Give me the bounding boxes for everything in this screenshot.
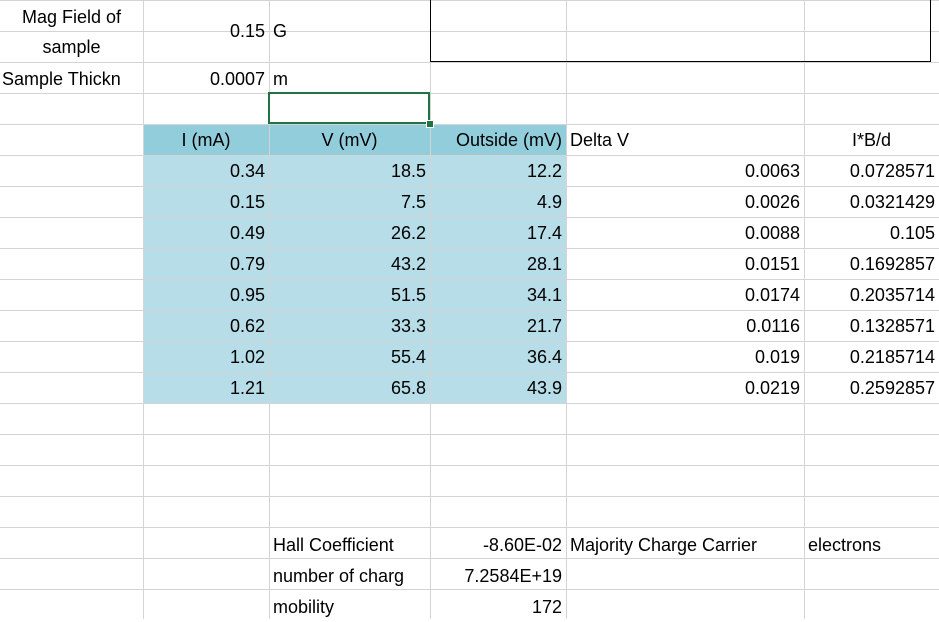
- gridline: [0, 217, 939, 218]
- number-of-carriers-value[interactable]: 7.2584E+19: [464, 566, 562, 586]
- gridline: [566, 0, 567, 619]
- cell-ibd[interactable]: 0.1328571: [849, 316, 935, 336]
- gridline: [0, 558, 939, 559]
- cell-delta-v[interactable]: 0.0151: [744, 254, 800, 274]
- cell-current[interactable]: 0.15: [229, 192, 265, 212]
- thickness-label[interactable]: Sample Thickn: [2, 69, 121, 89]
- fill-handle[interactable]: [426, 120, 434, 128]
- gridline: [143, 0, 144, 619]
- mobility-label[interactable]: mobility: [273, 597, 335, 617]
- gridline: [0, 465, 939, 466]
- cell-current[interactable]: 1.21: [229, 378, 265, 398]
- cell-outside[interactable]: 21.7: [526, 316, 562, 336]
- gridline: [0, 279, 939, 280]
- cell-current[interactable]: 1.02: [229, 347, 265, 367]
- gridline: [0, 434, 939, 435]
- gridline: [0, 0, 939, 1]
- header-current[interactable]: I (mA): [181, 130, 231, 150]
- cell-outside[interactable]: 43.9: [526, 378, 562, 398]
- cell-voltage[interactable]: 65.8: [390, 378, 426, 398]
- gridline: [0, 372, 939, 373]
- cell-ibd[interactable]: 0.2035714: [849, 285, 935, 305]
- cell-delta-v[interactable]: 0.0026: [744, 192, 800, 212]
- cell-ibd[interactable]: 0.2185714: [849, 347, 935, 367]
- hall-coefficient-label[interactable]: Hall Coefficient: [273, 535, 394, 555]
- cell-outside[interactable]: 36.4: [526, 347, 562, 367]
- mag-field-unit[interactable]: G: [273, 21, 288, 41]
- header-outside[interactable]: Outside (mV): [455, 130, 562, 150]
- gridline: [0, 341, 939, 342]
- cell-voltage[interactable]: 55.4: [390, 347, 426, 367]
- gridline: [0, 124, 939, 125]
- cell-outside[interactable]: 4.9: [536, 192, 562, 212]
- gridline: [430, 0, 431, 619]
- cell-voltage[interactable]: 51.5: [390, 285, 426, 305]
- cell-outside[interactable]: 17.4: [526, 223, 562, 243]
- header-voltage[interactable]: V (mV): [321, 130, 378, 150]
- gridline: [0, 186, 939, 187]
- cell-delta-v[interactable]: 0.0116: [746, 316, 800, 336]
- cell-current[interactable]: 0.49: [229, 223, 265, 243]
- thickness-value[interactable]: 0.0007: [209, 69, 265, 89]
- header-delta-v[interactable]: Delta V: [570, 130, 630, 150]
- cell-voltage[interactable]: 7.5: [400, 192, 426, 212]
- active-cell-selection[interactable]: [268, 92, 430, 124]
- cell-delta-v[interactable]: 0.0219: [744, 378, 800, 398]
- number-of-carriers-label[interactable]: number of charg: [273, 566, 405, 586]
- cell-voltage[interactable]: 33.3: [390, 316, 426, 336]
- cell-delta-v[interactable]: 0.0063: [744, 161, 800, 181]
- gridline: [0, 496, 939, 497]
- gridline: [0, 589, 939, 590]
- cell-outside[interactable]: 34.1: [526, 285, 562, 305]
- gridline: [804, 0, 805, 619]
- gridline: [0, 527, 939, 528]
- gridline: [0, 62, 939, 63]
- gridline: [0, 310, 939, 311]
- cell-ibd[interactable]: 0.2592857: [849, 378, 935, 398]
- cell-delta-v[interactable]: 0.019: [754, 347, 800, 367]
- cell-ibd[interactable]: 0.0321429: [849, 192, 935, 212]
- cell-current[interactable]: 0.95: [229, 285, 265, 305]
- hall-coefficient-value[interactable]: -8.60E-02: [482, 535, 562, 555]
- cell-current[interactable]: 0.34: [229, 161, 265, 181]
- cell-ibd[interactable]: 0.0728571: [849, 161, 935, 181]
- mobility-value[interactable]: 172: [531, 597, 562, 617]
- cell-delta-v[interactable]: 0.0174: [744, 285, 800, 305]
- majority-carrier-label[interactable]: Majority Charge Carrier: [570, 535, 758, 555]
- header-ibd[interactable]: I*B/d: [851, 130, 892, 150]
- gridline: [0, 31, 939, 32]
- cell-current[interactable]: 0.79: [229, 254, 265, 274]
- gridline: [0, 155, 939, 156]
- data-fill: [143, 156, 566, 404]
- gridline: [0, 93, 939, 94]
- gridline: [0, 403, 939, 404]
- thickness-unit[interactable]: m: [273, 69, 288, 89]
- cell-outside[interactable]: 28.1: [526, 254, 562, 274]
- cell-voltage[interactable]: 18.5: [390, 161, 426, 181]
- gridline: [269, 0, 270, 619]
- mag-field-label[interactable]: Mag Field of sample: [21, 7, 122, 57]
- header-fill: [143, 125, 566, 156]
- gridline: [0, 248, 939, 249]
- cell-ibd[interactable]: 0.105: [889, 223, 935, 243]
- majority-carrier-value[interactable]: electrons: [808, 535, 882, 555]
- cell-outside[interactable]: 12.2: [526, 161, 562, 181]
- cell-voltage[interactable]: 43.2: [390, 254, 426, 274]
- mag-field-value[interactable]: 0.15: [229, 21, 265, 41]
- cell-delta-v[interactable]: 0.0088: [744, 223, 800, 243]
- cell-voltage[interactable]: 26.2: [390, 223, 426, 243]
- cell-current[interactable]: 0.62: [229, 316, 265, 336]
- bordered-cell-range: [430, 0, 931, 62]
- cell-ibd[interactable]: 0.1692857: [849, 254, 935, 274]
